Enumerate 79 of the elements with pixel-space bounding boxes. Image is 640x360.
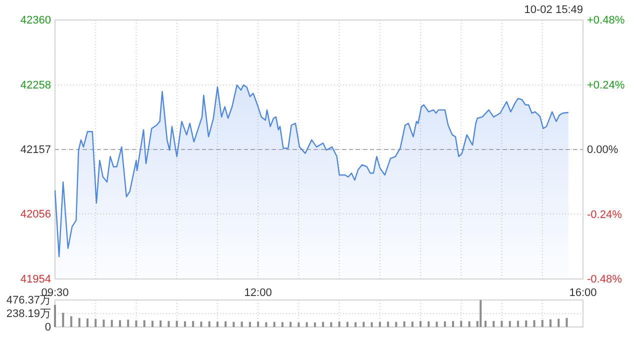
chart-subtitle: 10-02 15:49 <box>524 4 583 16</box>
bar <box>102 320 105 327</box>
bar <box>232 322 235 327</box>
bar <box>525 320 528 327</box>
bar <box>541 320 544 327</box>
x-tick-label: 16:00 <box>569 286 597 299</box>
y-tick-label: 238.19万 <box>6 308 51 320</box>
bar <box>566 318 568 327</box>
bar <box>248 322 251 327</box>
bar <box>94 319 97 327</box>
bar <box>387 322 390 327</box>
bar <box>240 322 243 327</box>
bar <box>151 320 154 327</box>
bar <box>160 320 162 327</box>
bar <box>208 321 210 327</box>
bar <box>558 318 560 327</box>
bar <box>257 322 260 327</box>
y2-tick-label: +0.24% <box>587 79 625 92</box>
bar <box>135 320 138 327</box>
bar <box>290 322 292 327</box>
bar <box>346 322 348 327</box>
bar <box>143 320 146 327</box>
bar <box>265 322 268 327</box>
y-tick-label: 42360 <box>20 14 51 27</box>
bar <box>216 322 218 327</box>
bar <box>492 321 495 327</box>
bar <box>411 322 414 327</box>
y-tick-label: 42258 <box>20 80 51 92</box>
y-tick-label: 41954 <box>20 274 51 286</box>
bar <box>395 322 398 327</box>
bar <box>314 322 316 327</box>
bar <box>468 321 470 327</box>
bar <box>176 320 178 327</box>
bar <box>428 321 430 327</box>
bar <box>184 321 186 327</box>
bar <box>298 322 300 327</box>
y2-tick-label: -0.24% <box>587 208 622 221</box>
bar <box>436 322 438 327</box>
bar <box>403 321 406 327</box>
y-tick-label: 0 <box>44 322 51 334</box>
bar <box>322 322 324 327</box>
bar <box>62 312 64 327</box>
bar <box>354 322 357 327</box>
y2-tick-label: 0.00% <box>587 144 618 156</box>
y-tick-label: 42157 <box>20 144 51 156</box>
bar <box>86 318 88 327</box>
bar <box>480 300 482 327</box>
bar <box>444 321 446 327</box>
bar <box>420 321 422 327</box>
bar <box>460 320 462 327</box>
bar <box>78 318 80 327</box>
bar <box>533 320 536 327</box>
bar <box>192 321 194 327</box>
bar <box>378 322 381 327</box>
bar <box>200 322 202 327</box>
bar <box>70 316 72 327</box>
bar <box>500 320 503 327</box>
bar <box>452 321 454 327</box>
bar <box>54 304 56 327</box>
bar <box>362 322 365 327</box>
bar <box>168 321 170 327</box>
bar <box>484 320 487 327</box>
y2-tick-label: -0.48% <box>587 274 622 286</box>
bar <box>330 322 332 327</box>
y-tick-label: 42056 <box>20 208 51 220</box>
bar <box>338 322 340 327</box>
bar <box>118 320 121 327</box>
bar <box>273 322 276 327</box>
bar <box>306 322 308 327</box>
bar <box>110 320 113 327</box>
bar <box>508 321 511 327</box>
bar <box>550 319 552 327</box>
y2-tick-label: +0.48% <box>587 14 625 27</box>
bar <box>370 322 373 327</box>
bar <box>517 320 520 327</box>
bar <box>224 321 227 327</box>
bar <box>281 322 284 327</box>
bar <box>127 320 130 327</box>
x-tick-label: 12:00 <box>244 286 272 299</box>
